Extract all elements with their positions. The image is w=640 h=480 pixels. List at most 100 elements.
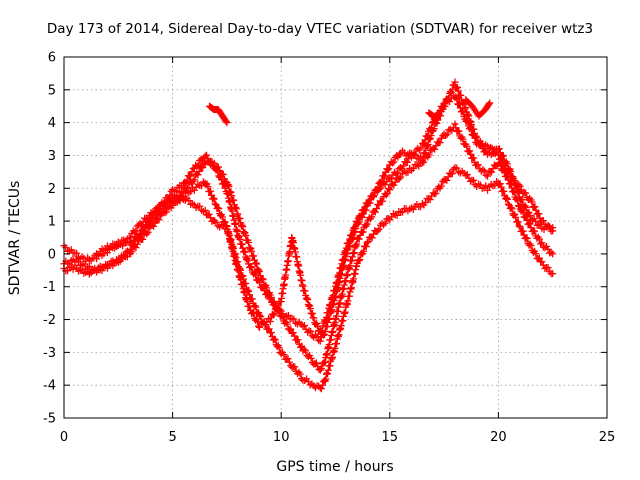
series-1-point	[497, 183, 505, 191]
series-4-point	[211, 217, 219, 225]
series-4-point	[205, 210, 213, 218]
series-4-point	[546, 223, 554, 231]
series-1-point	[516, 223, 524, 231]
series-2-point	[446, 125, 454, 133]
y-tick-label: 4	[48, 116, 56, 131]
series-3-point	[481, 147, 489, 155]
series-3-point	[193, 162, 201, 170]
series-3-point	[266, 294, 274, 302]
series-4-point	[301, 287, 309, 295]
series-1-point	[393, 211, 401, 219]
series-1-point	[215, 205, 223, 213]
series-3-point	[458, 99, 466, 107]
series-1-point	[384, 215, 392, 223]
series-3-point	[389, 159, 397, 167]
series-2-point	[526, 220, 534, 228]
series-2-point	[368, 213, 376, 221]
series-2-point	[250, 252, 258, 260]
series-3-point	[453, 83, 461, 91]
series-1-point	[317, 385, 325, 393]
series-2-point	[283, 320, 291, 328]
series-3-point	[395, 151, 403, 159]
series-4-point	[459, 108, 467, 116]
series-3-point	[242, 255, 250, 263]
series-1-point	[211, 200, 219, 208]
series-1-point	[252, 303, 260, 311]
series-2-point	[131, 228, 139, 236]
series-4-point	[491, 150, 499, 158]
series-3-point	[252, 271, 260, 279]
series-3-point	[513, 188, 521, 196]
series-3-point	[390, 158, 398, 166]
series-4-point	[370, 193, 378, 201]
series-2-point	[379, 197, 387, 205]
x-tick-label: 0	[60, 430, 68, 445]
series-1-point	[448, 170, 456, 178]
series-2-point	[375, 201, 383, 209]
series-4-point	[350, 224, 358, 232]
series-3-point	[238, 240, 246, 248]
series-2-point	[466, 147, 474, 155]
series-2-point	[252, 259, 260, 267]
series-4-point	[152, 215, 160, 223]
series-4-point	[352, 222, 360, 230]
series-2-point	[294, 336, 302, 344]
series-2-point	[297, 343, 305, 351]
series-2-point	[373, 205, 381, 213]
series-3-point	[248, 263, 256, 271]
series-2-point	[189, 177, 197, 185]
series-4-point	[376, 184, 384, 192]
series-2-point	[488, 168, 496, 176]
series-4-point	[394, 169, 402, 177]
series-3-point	[126, 245, 134, 253]
series-3-point	[187, 172, 195, 180]
series-4-point	[246, 302, 254, 310]
extra-cluster-3-point	[486, 99, 494, 107]
series-4-point	[112, 243, 120, 251]
series-3-point	[166, 191, 174, 199]
series-2-point	[442, 132, 450, 140]
series-3-point	[125, 248, 133, 256]
series-2-point	[514, 202, 522, 210]
series-2-point	[184, 184, 192, 192]
series-2-point	[535, 235, 543, 243]
series-4-point	[346, 235, 354, 243]
series-2-point	[531, 227, 539, 235]
series-2-point	[238, 221, 246, 229]
series-4-point	[417, 144, 425, 152]
series-2-point	[436, 139, 444, 147]
series-3-point	[217, 176, 225, 184]
series-2-point	[355, 235, 363, 243]
series-4-point	[164, 203, 172, 211]
series-1-point	[246, 291, 254, 299]
y-tick-label: 6	[48, 51, 56, 66]
series-2-point	[302, 347, 310, 355]
series-1-point	[375, 225, 383, 233]
series-4-point	[167, 198, 175, 206]
series-1-point	[207, 187, 215, 195]
series-3-point	[178, 183, 186, 191]
series-2-point	[227, 188, 235, 196]
series-1-point	[364, 238, 372, 246]
series-3-point	[311, 331, 319, 339]
series-4-point	[420, 140, 428, 148]
series-4-point	[494, 151, 502, 159]
series-4-point	[310, 314, 318, 322]
series-4-point	[249, 309, 257, 317]
series-2-point	[289, 329, 297, 337]
series-4-point	[250, 310, 258, 318]
series-2-point	[391, 178, 399, 186]
series-3-point	[320, 331, 328, 339]
series-2-point	[431, 145, 439, 153]
series-4-point	[348, 231, 356, 239]
series-1-point	[541, 265, 549, 273]
series-2-point	[484, 172, 492, 180]
series-2-point	[255, 268, 263, 276]
series-2-point	[286, 326, 294, 334]
series-1-point	[508, 205, 516, 213]
series-3-point	[264, 290, 272, 298]
series-3-point	[522, 204, 530, 212]
series-3-point	[448, 86, 456, 94]
series-1-point	[500, 187, 508, 195]
